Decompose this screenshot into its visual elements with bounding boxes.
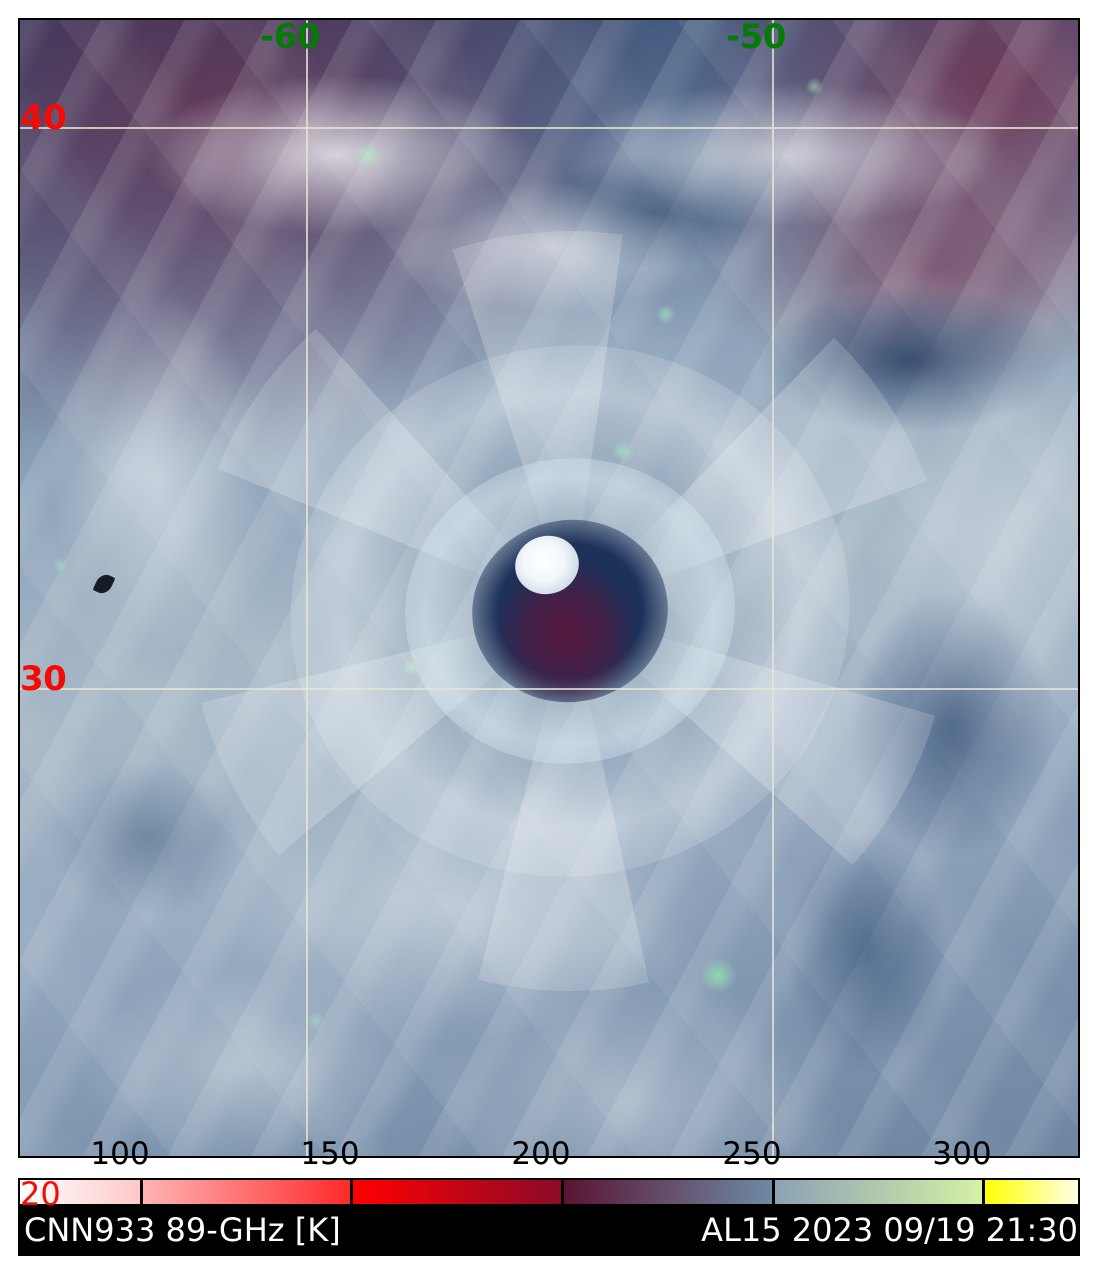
colorbar-tick-150: 150	[300, 1136, 360, 1172]
caption-bar: CNN933 89-GHz [K] AL15 2023 09/19 21:30	[18, 1206, 1080, 1256]
colorbar-tick-labels: 100 150 200 250 300	[18, 1139, 1080, 1177]
colorbar-min-label: 20	[20, 1175, 61, 1213]
latitude-label-30n: 30	[20, 659, 67, 699]
sensor-caption: CNN933 89-GHz [K]	[24, 1211, 341, 1249]
colorbar-segment-150-200	[353, 1180, 561, 1204]
storm-timestamp-caption: AL15 2023 09/19 21:30	[701, 1211, 1078, 1249]
longitude-label-50w: -50	[726, 18, 786, 57]
colorbar-segment-20-100	[20, 1180, 140, 1204]
colorbar-tick-200: 200	[511, 1136, 571, 1172]
colorbar-tick-divider	[350, 1180, 353, 1204]
colorbar-segment-250-300	[775, 1180, 982, 1204]
colorbar-tick-300: 300	[932, 1136, 992, 1172]
map-panel[interactable]: -60 -50 40 30	[18, 18, 1080, 1158]
colorbar-tick-divider	[772, 1180, 775, 1204]
colorbar-segment-200-250	[564, 1180, 772, 1204]
colorbar[interactable]	[18, 1178, 1080, 1206]
hurricane-vortex	[91, 131, 1050, 1090]
colorbar-gradient	[20, 1180, 1078, 1204]
colorbar-segment-100-150	[143, 1180, 350, 1204]
latitude-label-40n: 40	[20, 98, 67, 138]
longitude-label-60w: -60	[260, 18, 320, 57]
colorbar-tick-divider	[982, 1180, 985, 1204]
colorbar-tick-divider	[561, 1180, 564, 1204]
colorbar-segment-300-320	[985, 1180, 1078, 1204]
colorbar-tick-100: 100	[90, 1136, 150, 1172]
colorbar-tick-divider	[140, 1180, 143, 1204]
colorbar-tick-250: 250	[722, 1136, 782, 1172]
